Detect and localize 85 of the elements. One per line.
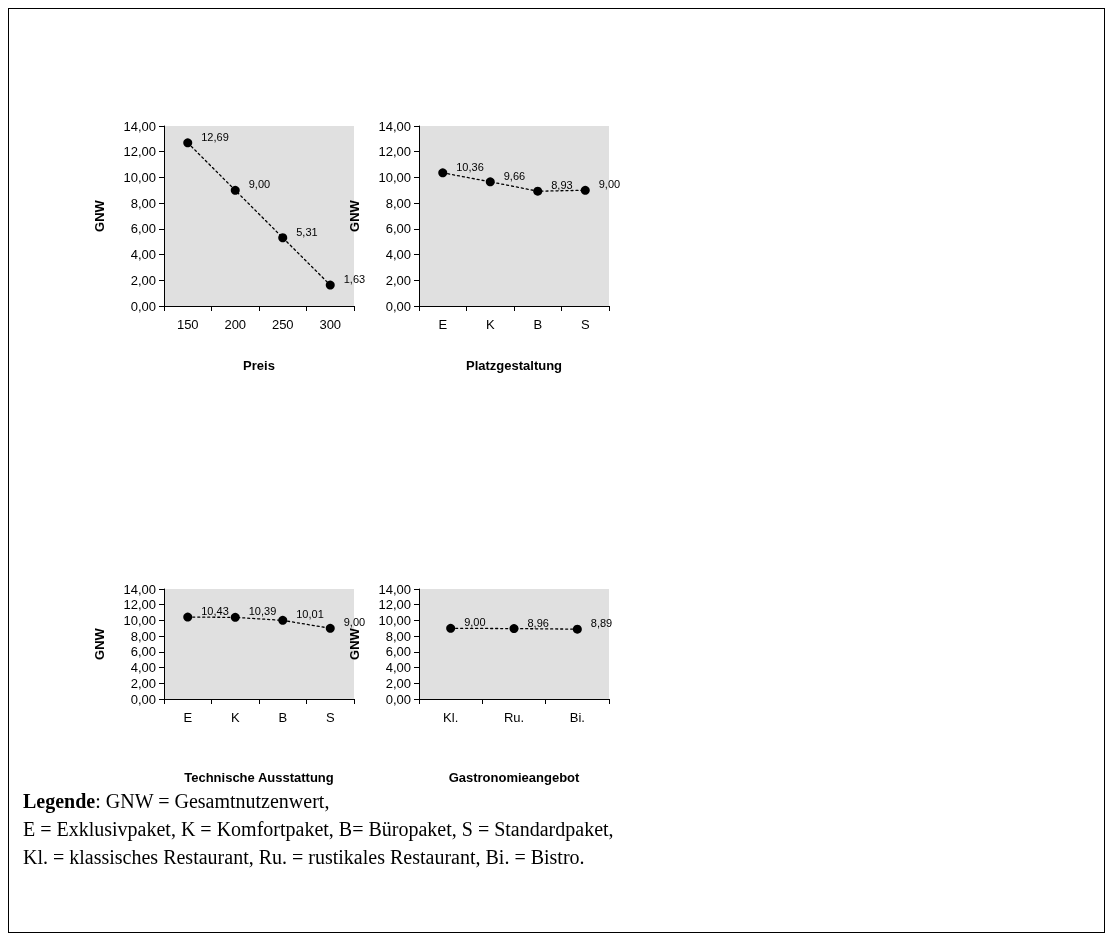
y-tick-label: 10,00: [123, 169, 156, 185]
y-tick-label: 4,00: [385, 247, 411, 263]
y-tick-label: 6,00: [130, 221, 156, 237]
data-label: 8,96: [527, 616, 549, 629]
y-tick-label: 8,00: [385, 628, 411, 644]
data-label: 5,31: [296, 225, 318, 238]
y-tick-label: 8,00: [130, 195, 156, 211]
data-label: 9,00: [343, 616, 366, 629]
point: [580, 185, 590, 195]
y-tick-label: 0,00: [130, 298, 156, 314]
text: E = Exklusivpaket, K = Komfortpaket, B= Büropaket, S = Standardpaket,: [23, 817, 614, 843]
x-tick-label: S: [580, 317, 590, 332]
y-tick-label: 2,00: [385, 675, 411, 691]
y-tick-label: 10,00: [378, 612, 411, 628]
y-tick-label: 4,00: [385, 660, 411, 676]
y-tick-label: 10,00: [378, 169, 411, 185]
y-tick-label: 2,00: [130, 675, 156, 691]
y-tick-label: 2,00: [130, 272, 156, 288]
text: Legende: GNW = Gesamtnutzenwert,: [23, 789, 331, 815]
x-axis-title: Technische Ausstattung: [184, 770, 334, 785]
data-label: 12,69: [201, 130, 229, 143]
y-tick-label: 0,00: [385, 691, 411, 707]
y-tick-label: 8,00: [130, 628, 156, 644]
point: [230, 185, 240, 195]
y-tick-label: 14,00: [378, 118, 411, 134]
x-axis-title: Gastronomieangebot: [448, 770, 581, 785]
x-axis-title: Platzgestaltung: [465, 358, 563, 373]
y-tick-label: 12,00: [123, 144, 156, 160]
x-tick-label: K: [230, 710, 240, 725]
y-tick-label: 4,00: [130, 660, 156, 676]
y-tick-label: 14,00: [123, 118, 156, 134]
x-tick-label: Kl.: [443, 710, 459, 725]
data-label: 10,39: [248, 605, 277, 618]
data-label: 10,43: [201, 605, 229, 618]
x-tick-label: 150: [176, 317, 199, 332]
data-label: 9,00: [598, 178, 621, 191]
x-tick-label: B: [278, 710, 288, 725]
point: [278, 233, 288, 243]
y-tick-label: 4,00: [130, 247, 156, 263]
x-tick-label: 250: [271, 317, 294, 332]
x-tick-label: Bi.: [569, 710, 585, 725]
data-label: 10,01: [296, 608, 324, 621]
point: [438, 168, 448, 178]
data-label: 10,36: [456, 160, 484, 173]
point: [230, 612, 240, 622]
x-tick-label: 200: [224, 317, 247, 332]
point: [183, 138, 193, 148]
point: [533, 186, 543, 196]
y-tick-label: 0,00: [130, 691, 156, 707]
point: [485, 177, 495, 187]
y-tick-label: 2,00: [385, 272, 411, 288]
data-label: 9,66: [503, 169, 526, 182]
y-axis-title: GNW: [347, 199, 362, 232]
data-label: 8,93: [551, 179, 573, 192]
text: Kl. = klassisches Restaurant, Ru. = rustikales Restaurant, Bi. = Bistro.: [23, 845, 586, 870]
x-tick-label: S: [325, 710, 335, 725]
point: [278, 615, 288, 625]
y-tick-label: 12,00: [378, 597, 411, 613]
y-axis-title: GNW: [92, 199, 107, 232]
x-axis-title: Preis: [243, 358, 275, 373]
y-tick-label: 12,00: [123, 597, 156, 613]
y-tick-label: 6,00: [385, 644, 411, 660]
y-axis-title: GNW: [92, 627, 107, 660]
y-tick-label: 0,00: [385, 298, 411, 314]
x-tick-label: 300: [319, 317, 342, 332]
y-axis-title: GNW: [347, 627, 362, 660]
x-tick-label: B: [533, 317, 543, 332]
y-tick-label: 6,00: [385, 221, 411, 237]
point: [183, 612, 193, 622]
point: [325, 280, 335, 290]
data-label: 8,89: [590, 617, 613, 630]
y-tick-label: 12,00: [378, 144, 411, 160]
x-tick-label: K: [485, 317, 495, 332]
y-tick-label: 6,00: [130, 644, 156, 660]
x-tick-label: E: [438, 317, 448, 332]
data-label: 9,00: [248, 178, 271, 191]
data-label: 9,00: [464, 616, 486, 629]
x-tick-label: Ru.: [503, 710, 525, 725]
y-tick-label: 10,00: [123, 612, 156, 628]
point: [325, 623, 335, 633]
y-tick-label: 14,00: [123, 581, 156, 597]
data-label: 1,63: [343, 273, 366, 286]
x-tick-label: E: [183, 710, 193, 725]
y-tick-label: 14,00: [378, 581, 411, 597]
y-tick-label: 8,00: [385, 195, 411, 211]
